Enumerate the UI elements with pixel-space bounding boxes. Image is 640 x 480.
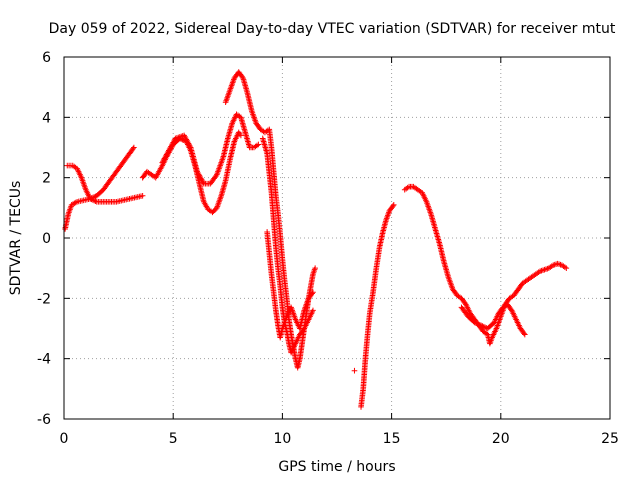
data-point (480, 323, 487, 330)
data-point (90, 197, 96, 203)
data-segment (401, 183, 570, 347)
y-tick-label: -4 (37, 352, 51, 368)
data-point (88, 196, 95, 203)
y-tick-label: -2 (37, 291, 51, 307)
data-segment (264, 229, 316, 341)
data-point (521, 330, 527, 337)
data-point (312, 265, 318, 271)
data-segment (358, 202, 397, 410)
grid (64, 57, 610, 419)
data-segment (351, 367, 358, 374)
data-point (563, 265, 570, 271)
x-tick-label: 25 (601, 431, 619, 447)
data-point (390, 202, 397, 208)
data-point (475, 321, 482, 328)
y-tick-label: -6 (37, 412, 51, 428)
data-point (91, 197, 97, 204)
data-point (255, 141, 262, 148)
data-point (471, 319, 478, 326)
data-point (473, 320, 479, 326)
data-point (310, 289, 316, 296)
x-tick-label: 0 (60, 431, 69, 447)
data-segment (139, 129, 244, 216)
data-point (310, 307, 316, 314)
x-tick-label: 20 (492, 431, 510, 447)
data-point (92, 198, 99, 204)
x-axis-label: GPS time / hours (278, 459, 395, 475)
y-axis-label: SDTVAR / TECUs (8, 181, 24, 296)
data-point (239, 74, 246, 80)
data-point (131, 144, 137, 151)
chart-title: Day 059 of 2022, Sidereal Day-to-day VTE… (49, 21, 616, 37)
data-point (238, 132, 244, 139)
data-segment (64, 162, 146, 205)
x-tick-label: 5 (169, 431, 178, 447)
data-point (478, 322, 484, 329)
data-point (139, 192, 146, 199)
x-tick-label: 10 (273, 431, 291, 447)
data-points (62, 69, 570, 410)
data-point (479, 323, 486, 329)
axis-ticks: 0 5 10 15 20 25 -6 -4 -2 0 2 4 6 (37, 50, 619, 447)
y-tick-label: 4 (42, 110, 51, 126)
data-point (213, 173, 219, 179)
data-point (72, 199, 79, 206)
data-segment (62, 144, 137, 232)
data-point (522, 331, 528, 338)
data-point (351, 367, 358, 374)
data-point (474, 320, 481, 327)
data-segment (458, 301, 528, 338)
data-point (309, 290, 315, 297)
data-point (130, 145, 136, 152)
data-point (87, 195, 94, 202)
y-tick-label: 6 (42, 50, 51, 66)
data-segment (259, 135, 316, 356)
data-point (477, 322, 483, 328)
data-segment (159, 111, 262, 187)
data-point (187, 143, 193, 149)
y-tick-label: 2 (42, 171, 51, 187)
data-point (390, 203, 396, 209)
y-tick-label: 0 (42, 231, 51, 247)
series-sdtvar (62, 69, 570, 410)
x-tick-label: 15 (383, 431, 401, 447)
